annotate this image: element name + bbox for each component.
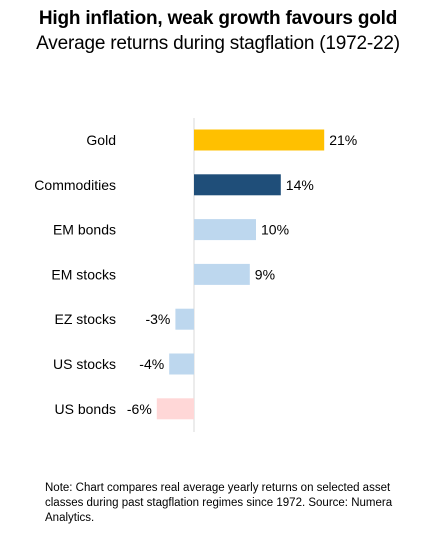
value-label-ez-stocks: -3% xyxy=(145,311,170,327)
value-label-us-stocks: -4% xyxy=(139,356,164,372)
chart-title: High inflation, weak growth favours gold xyxy=(38,8,398,29)
bar-us-bonds xyxy=(156,398,194,420)
chart-note: Note: Chart compares real average yearly… xyxy=(45,482,393,524)
bar-gold xyxy=(194,129,325,151)
category-label-em-stocks: EM stocks xyxy=(51,266,116,282)
bar-em-bonds xyxy=(194,219,256,241)
value-label-commodities: 14% xyxy=(286,177,314,193)
category-label-ez-stocks: EZ stocks xyxy=(55,311,116,327)
category-label-us-bonds: US bonds xyxy=(55,401,116,417)
category-label-em-bonds: EM bonds xyxy=(53,222,116,238)
bar-ez-stocks xyxy=(175,308,194,330)
value-label-gold: 21% xyxy=(329,132,357,148)
category-label-us-stocks: US stocks xyxy=(53,356,116,372)
chart-subtitle: Average returns during stagflation (1972… xyxy=(36,33,400,54)
category-label-commodities: Commodities xyxy=(34,177,116,193)
value-label-em-bonds: 10% xyxy=(261,222,289,238)
category-label-gold: Gold xyxy=(86,132,116,148)
value-label-em-stocks: 9% xyxy=(255,266,275,282)
value-label-us-bonds: -6% xyxy=(127,401,152,417)
bar-us-stocks xyxy=(169,353,194,375)
bar-em-stocks xyxy=(194,263,250,285)
bar-commodities xyxy=(194,174,281,196)
